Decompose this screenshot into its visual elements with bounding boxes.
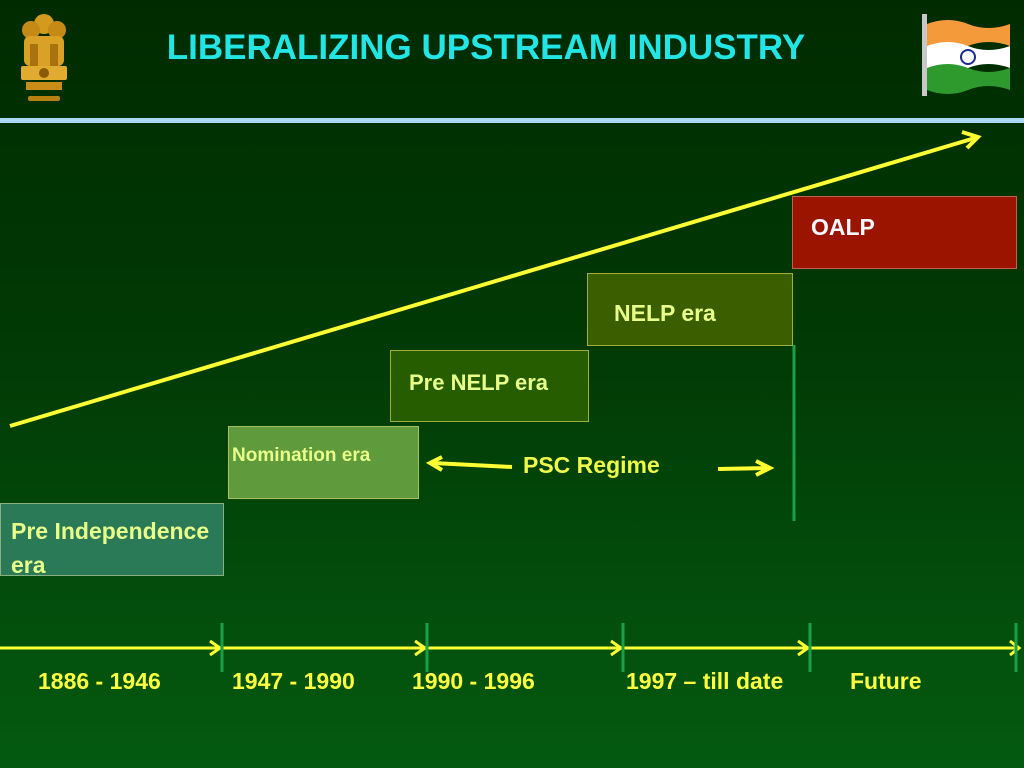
oalp-box: OALP (792, 196, 1017, 269)
indian-flag-icon (922, 14, 1010, 96)
trend-arrow-head (961, 130, 982, 150)
slide-title: LIBERALIZING UPSTREAM INDUSTRY (166, 28, 806, 67)
pre-independence-era-label: Pre Independence era (11, 518, 210, 578)
nomination-era-label: Nomination era (232, 445, 371, 466)
psc-arrow-right-head (755, 459, 775, 477)
nelp-era-label: NELP era (614, 300, 716, 326)
period-label: 1990 - 1996 (412, 668, 535, 694)
period-label: Future (850, 668, 922, 694)
trend-arrow-line (9, 136, 976, 428)
national-emblem-icon (21, 14, 67, 101)
psc-arrow-left-line (432, 461, 513, 469)
period-label: 1886 - 1946 (38, 668, 161, 694)
period-label: 1997 – till date (626, 668, 784, 694)
pre-independence-era-box: Pre Independence era (0, 503, 224, 578)
pre-nelp-era-box: Pre NELP era (390, 350, 589, 422)
pre-nelp-era-label: Pre NELP era (409, 370, 549, 395)
psc-regime-label: PSC Regime (523, 452, 660, 478)
psc-arrow-right-line (717, 466, 769, 471)
oalp-label: OALP (811, 214, 875, 240)
period-label: 1947 - 1990 (232, 668, 355, 694)
psc-arrow-left-head (425, 455, 444, 472)
nomination-era-box: Nomination era (228, 426, 419, 499)
nelp-era-box: NELP era (587, 273, 793, 346)
title-divider (0, 118, 1024, 123)
